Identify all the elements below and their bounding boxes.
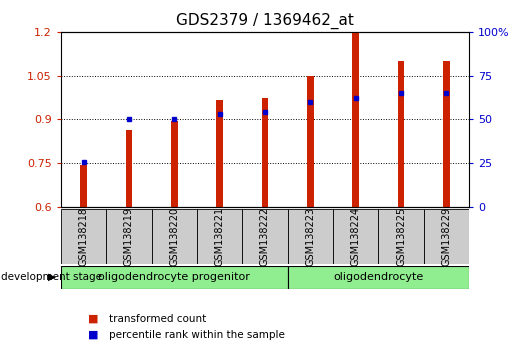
Text: oligodendrocyte: oligodendrocyte: [333, 272, 423, 282]
Bar: [307, 76, 314, 207]
Text: GSM138225: GSM138225: [396, 207, 406, 266]
Text: oligodendrocyte progenitor: oligodendrocyte progenitor: [99, 272, 250, 282]
Bar: [80, 165, 87, 207]
Bar: [398, 61, 404, 207]
Bar: [333, 209, 378, 264]
Bar: [61, 266, 288, 289]
Text: GSM138223: GSM138223: [305, 207, 315, 266]
Bar: [423, 209, 469, 264]
Text: development stage: development stage: [1, 272, 102, 282]
Text: percentile rank within the sample: percentile rank within the sample: [109, 330, 285, 339]
Text: GSM138229: GSM138229: [441, 207, 452, 266]
Bar: [262, 98, 268, 207]
Text: GSM138219: GSM138219: [124, 207, 134, 266]
Bar: [126, 130, 132, 207]
Bar: [171, 121, 178, 207]
Text: GSM138224: GSM138224: [351, 207, 361, 266]
Bar: [378, 209, 423, 264]
Bar: [242, 209, 288, 264]
Text: GSM138220: GSM138220: [169, 207, 179, 266]
Bar: [352, 33, 359, 207]
Text: ■: ■: [87, 314, 98, 324]
Bar: [216, 101, 223, 207]
Bar: [152, 209, 197, 264]
Text: GSM138222: GSM138222: [260, 207, 270, 266]
Text: ■: ■: [87, 330, 98, 339]
Text: GSM138218: GSM138218: [78, 207, 89, 266]
Bar: [288, 209, 333, 264]
Bar: [197, 209, 242, 264]
Bar: [107, 209, 152, 264]
Bar: [443, 61, 450, 207]
Text: GDS2379 / 1369462_at: GDS2379 / 1369462_at: [176, 12, 354, 29]
Text: ▶: ▶: [48, 272, 56, 282]
Bar: [288, 266, 469, 289]
Text: GSM138221: GSM138221: [215, 207, 225, 266]
Text: transformed count: transformed count: [109, 314, 206, 324]
Bar: [61, 209, 107, 264]
